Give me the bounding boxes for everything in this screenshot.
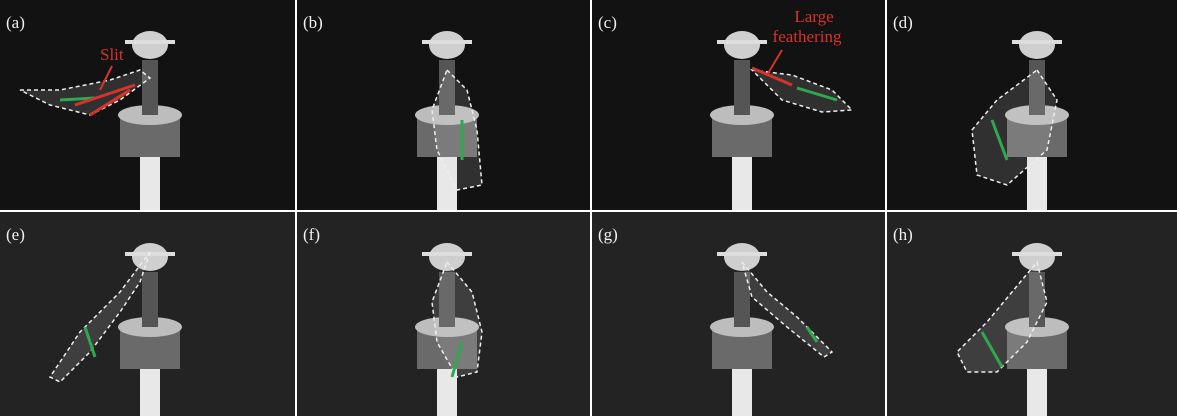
panel: (e) (0, 212, 295, 416)
panel: (h) (887, 212, 1177, 416)
panel-label: (h) (893, 225, 913, 244)
annotation: Large (794, 7, 833, 26)
head (724, 31, 760, 59)
head (724, 243, 760, 271)
annotation: Slit (100, 45, 124, 64)
panel-label: (f) (303, 225, 320, 244)
head (132, 31, 168, 59)
head (132, 243, 168, 271)
shaft (734, 60, 750, 115)
panel-label: (e) (6, 225, 25, 244)
panel: (a) Slit (0, 0, 295, 210)
panel: (g) (592, 212, 885, 416)
head (429, 31, 465, 59)
figure: (a) Slit (b) (c) Largefeathering (d) (e) (f) (g)… (0, 0, 1179, 416)
annotation: feathering (773, 27, 842, 46)
shaft (142, 60, 158, 115)
head (1019, 31, 1055, 59)
panel-label: (g) (598, 225, 618, 244)
panel: (b) (297, 0, 590, 210)
panel-label: (d) (893, 13, 913, 32)
panel-label: (b) (303, 13, 323, 32)
panel: (d) (887, 0, 1177, 210)
panel: (f) (297, 212, 590, 416)
panel-label: (a) (6, 13, 25, 32)
panel-label: (c) (598, 13, 617, 32)
shaft (142, 272, 158, 327)
